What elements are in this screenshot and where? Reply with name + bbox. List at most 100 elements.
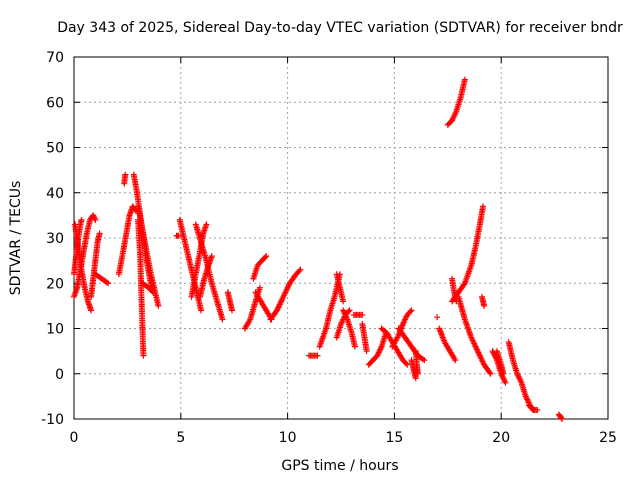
data-point-marker bbox=[103, 279, 110, 286]
data-point-marker bbox=[559, 416, 566, 422]
y-tick-label: 70 bbox=[46, 50, 64, 66]
data-series bbox=[449, 275, 460, 305]
data-series bbox=[478, 293, 488, 309]
x-axis-label: GPS time / hours bbox=[281, 458, 398, 474]
y-tick-label: 10 bbox=[46, 322, 64, 338]
data-point-marker bbox=[219, 316, 226, 323]
data-point-marker bbox=[208, 253, 215, 260]
x-tick-label: 5 bbox=[176, 430, 185, 446]
data-series bbox=[365, 330, 389, 368]
data-point-marker bbox=[412, 375, 419, 382]
data-series bbox=[412, 348, 421, 377]
data-point-marker bbox=[88, 307, 95, 314]
y-tick-label: 30 bbox=[46, 231, 64, 247]
data-point-marker bbox=[229, 307, 236, 314]
data-point-marker bbox=[534, 406, 541, 413]
data-point-marker bbox=[404, 361, 411, 368]
data-point-marker bbox=[461, 76, 468, 83]
data-point-marker bbox=[486, 369, 493, 376]
data-series bbox=[72, 221, 95, 314]
grid-layer bbox=[74, 57, 608, 419]
data-series bbox=[449, 203, 487, 305]
data-point-marker bbox=[122, 171, 129, 178]
data-point-marker bbox=[263, 253, 270, 260]
data-series bbox=[408, 357, 419, 382]
data-series bbox=[224, 289, 236, 314]
data-point-marker bbox=[346, 307, 353, 314]
y-axis-label: SDTVAR / TECUs bbox=[8, 181, 24, 296]
data-point-marker bbox=[420, 356, 427, 363]
data-point-marker bbox=[452, 357, 459, 364]
data-series bbox=[434, 314, 441, 321]
data-point-marker bbox=[203, 221, 210, 228]
data-point-marker bbox=[403, 360, 410, 367]
x-tick-label: 15 bbox=[385, 430, 403, 446]
data-series bbox=[555, 411, 566, 422]
data-series bbox=[333, 271, 347, 305]
data-series bbox=[197, 253, 215, 300]
y-tick-label: 40 bbox=[46, 186, 64, 202]
data-point-marker bbox=[96, 230, 103, 237]
data-series bbox=[493, 348, 507, 377]
y-tick-label: 20 bbox=[46, 276, 64, 292]
data-point-marker bbox=[256, 284, 263, 291]
y-tick-label: 50 bbox=[46, 141, 64, 157]
data-point-marker bbox=[500, 370, 507, 377]
data-point-marker bbox=[414, 370, 421, 377]
x-tick-label: 25 bbox=[599, 430, 617, 446]
data-series bbox=[135, 203, 162, 309]
data-series bbox=[173, 232, 182, 239]
data-series bbox=[444, 76, 468, 128]
data-point-marker bbox=[434, 314, 441, 321]
data-point-marker bbox=[408, 307, 415, 314]
data-point-marker bbox=[198, 307, 205, 314]
data-point-marker bbox=[480, 203, 487, 210]
x-tick-label: 10 bbox=[279, 430, 297, 446]
y-tick-label: 0 bbox=[55, 367, 64, 383]
data-point-marker bbox=[92, 216, 99, 223]
data-point-marker bbox=[359, 311, 366, 318]
data-series bbox=[241, 284, 263, 332]
data-point-marker bbox=[297, 266, 304, 273]
data-point-marker bbox=[140, 352, 147, 359]
data-point-marker bbox=[502, 379, 509, 386]
data-point-marker bbox=[407, 308, 414, 315]
data-point-marker bbox=[78, 216, 85, 223]
data-point-marker bbox=[262, 254, 269, 261]
data-point-marker bbox=[363, 348, 370, 355]
y-tick-label: -10 bbox=[41, 412, 64, 428]
data-series bbox=[505, 339, 537, 413]
data-series bbox=[525, 402, 541, 413]
data-series bbox=[135, 216, 147, 359]
data-series bbox=[267, 266, 304, 323]
data-point-marker bbox=[296, 267, 303, 274]
data-series bbox=[455, 293, 494, 377]
data-series bbox=[188, 221, 210, 300]
data-series bbox=[115, 203, 139, 278]
x-tick-label: 20 bbox=[492, 430, 510, 446]
data-point-marker bbox=[351, 343, 358, 350]
data-series bbox=[378, 325, 411, 368]
y-tick-label: 60 bbox=[46, 95, 64, 111]
data-point-marker bbox=[487, 370, 494, 377]
point-layer bbox=[71, 76, 566, 422]
data-point-marker bbox=[314, 352, 321, 359]
data-point-marker bbox=[558, 414, 565, 421]
data-series bbox=[92, 271, 112, 287]
chart-title: Day 343 of 2025, Sidereal Day-to-day VTE… bbox=[57, 20, 623, 36]
data-series bbox=[340, 307, 358, 350]
data-series bbox=[88, 230, 103, 300]
data-series bbox=[359, 320, 370, 355]
data-series bbox=[305, 352, 321, 359]
data-series bbox=[350, 311, 366, 318]
x-tick-label: 0 bbox=[70, 430, 79, 446]
data-point-marker bbox=[155, 302, 162, 309]
data-series bbox=[250, 253, 270, 282]
data-series bbox=[436, 325, 459, 364]
data-point-marker bbox=[175, 232, 182, 239]
data-point-marker bbox=[340, 298, 347, 305]
data-series bbox=[176, 216, 205, 314]
data-point-marker bbox=[481, 302, 488, 309]
